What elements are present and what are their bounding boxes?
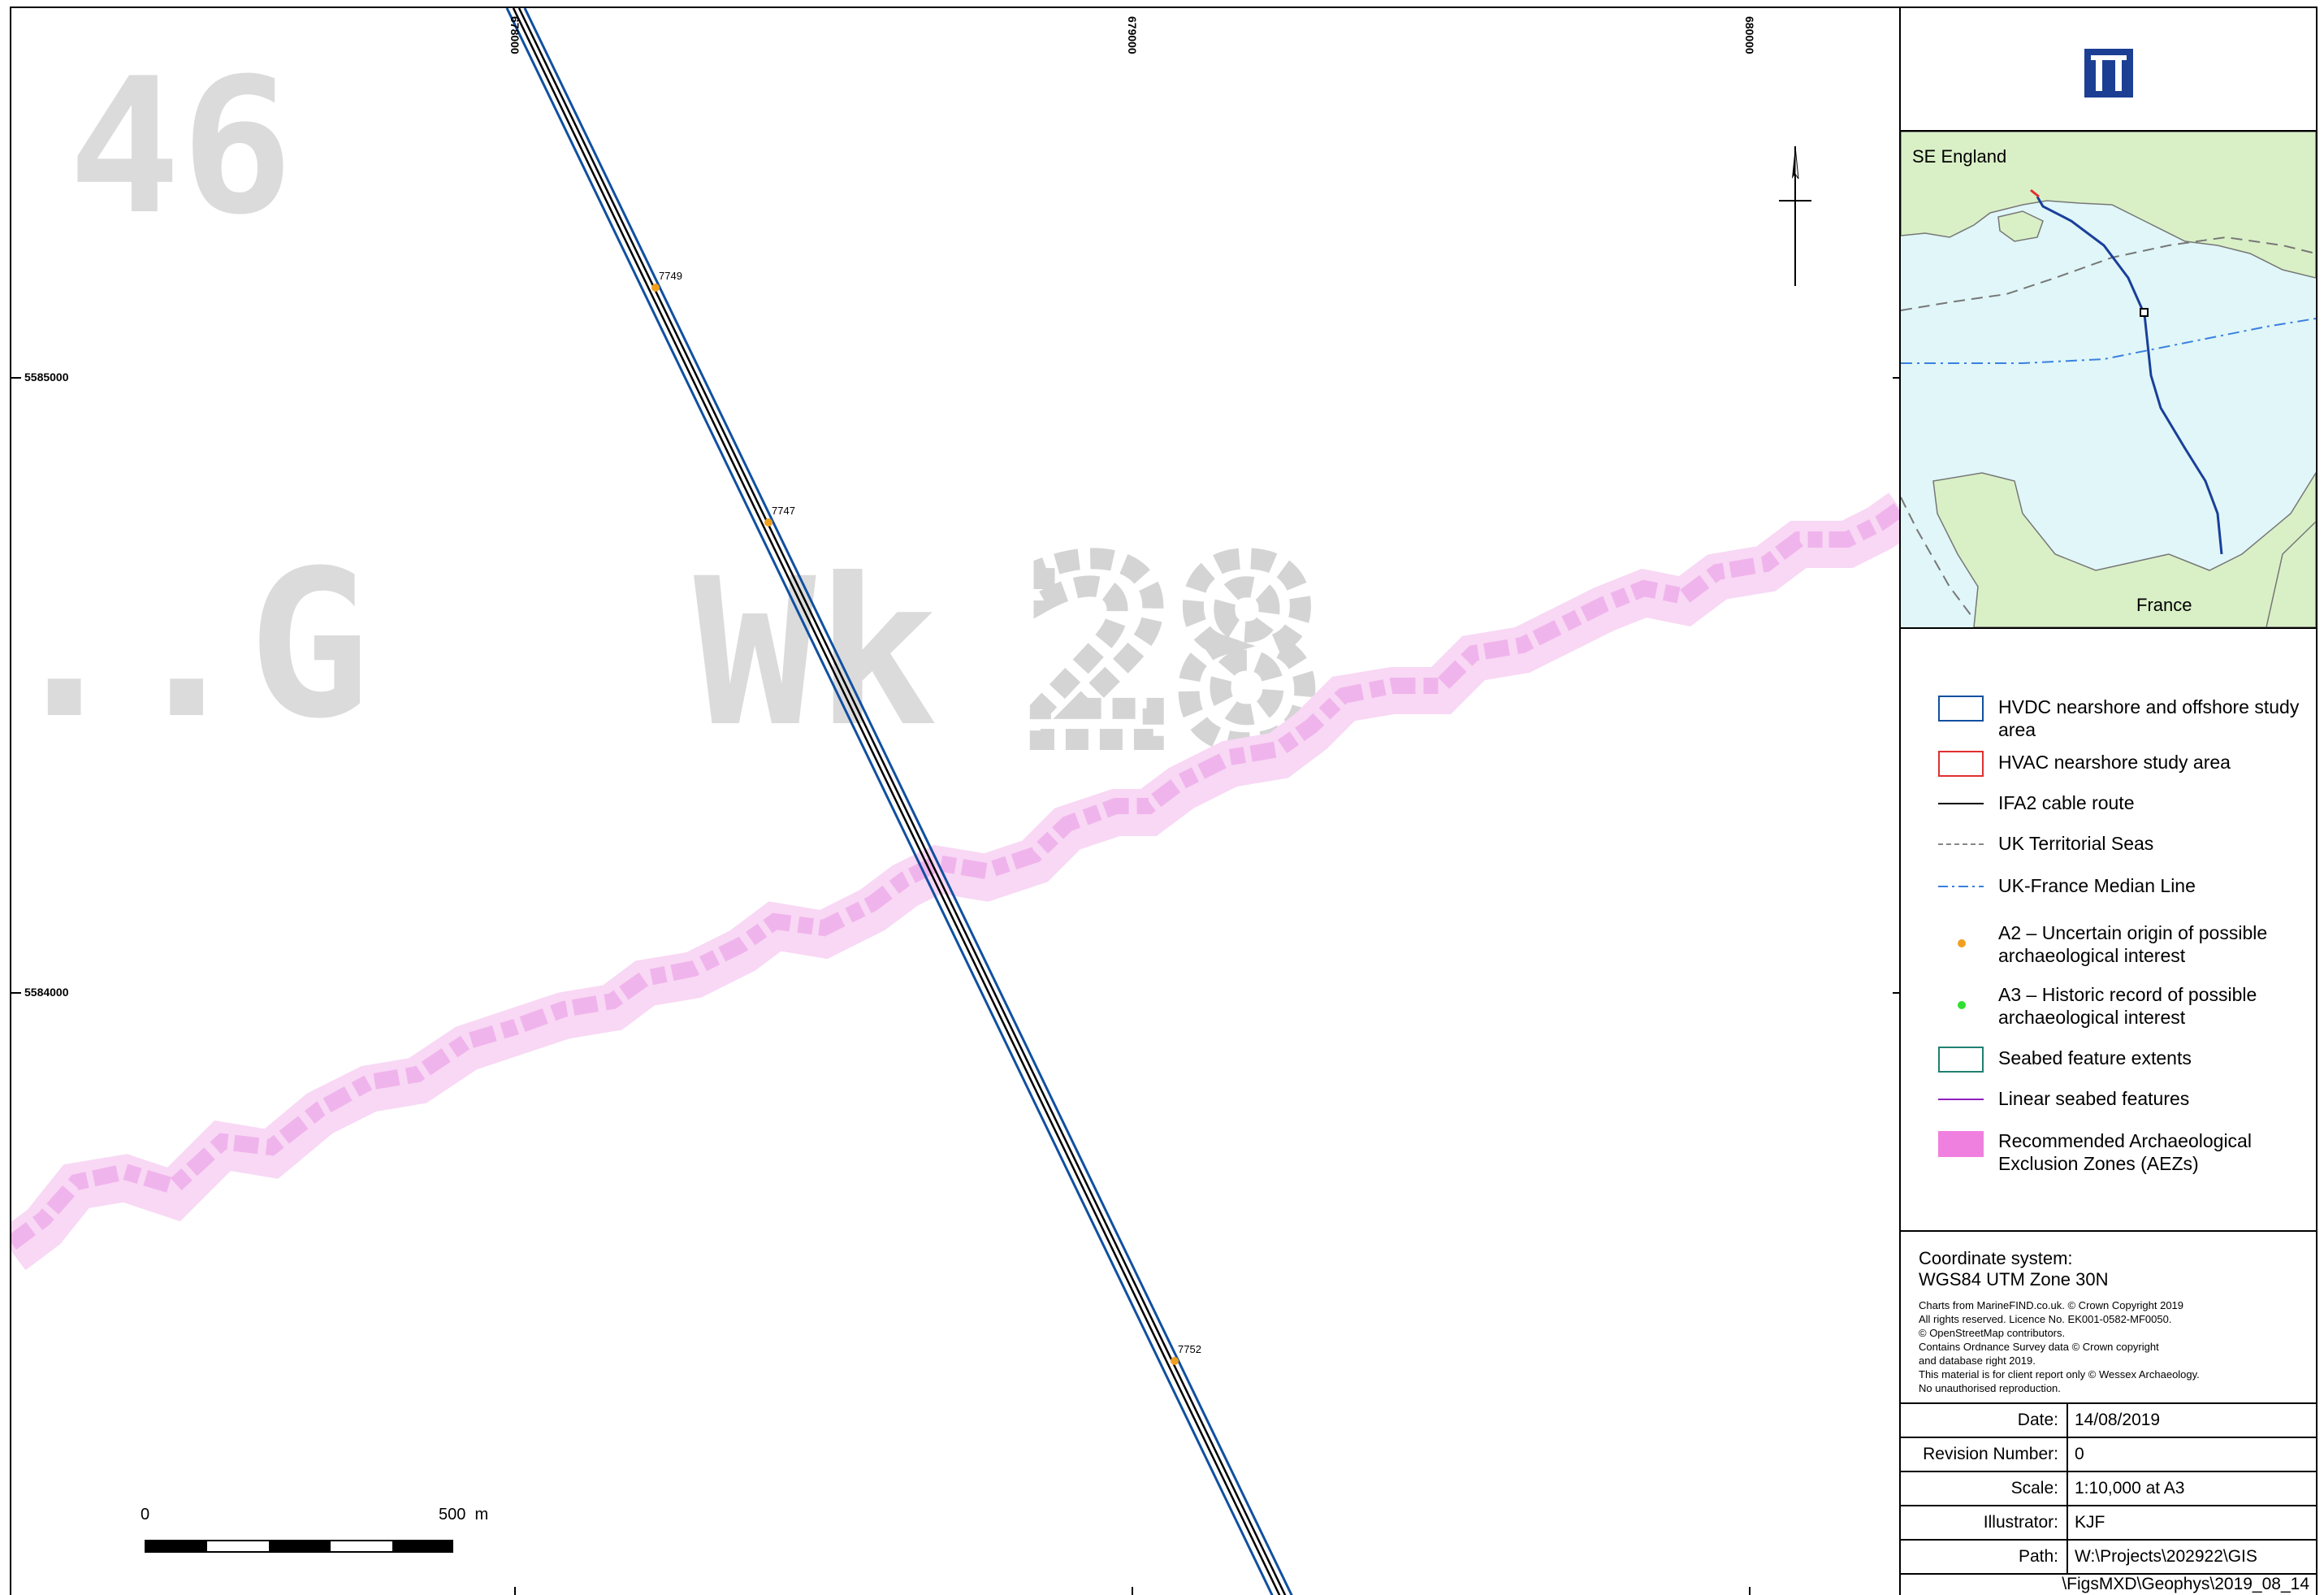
- a2-points: 7749 7747 7752: [651, 270, 1201, 1365]
- info-row-scale: Scale: 1:10,000 at A3: [1901, 1472, 2316, 1506]
- point-7752-label: 7752: [1178, 1343, 1201, 1355]
- coordinate-system-section: Coordinate system: WGS84 UTM Zone 30N Ch…: [1901, 1232, 2316, 1404]
- inset-territorial-seas-france: [1900, 496, 1975, 620]
- info-key-illustrator: Illustrator:: [1901, 1506, 2068, 1539]
- point-7752-marker: [1171, 1357, 1179, 1365]
- legend-label-territorial-seas: UK Territorial Seas: [1998, 833, 2154, 854]
- legend-label-hvac: HVAC nearshore study area: [1998, 752, 2231, 773]
- legend-symbol-linear-seabed: [1938, 1087, 1984, 1113]
- legend-item-territorial-seas: UK Territorial Seas: [1938, 832, 2307, 858]
- scale-bar-start-label: 0: [141, 1506, 150, 1523]
- legend-item-median-line: UK-France Median Line: [1938, 874, 2307, 900]
- info-value-path: W:\Projects\202922\GIS: [2075, 1547, 2257, 1566]
- legend-symbol-a2: [1938, 921, 1984, 947]
- scale-bar: [145, 1540, 453, 1553]
- legend-item-hvdc: HVDC nearshore and offshore study area: [1938, 696, 2307, 741]
- legend-item-ifa2: IFA2 cable route: [1938, 791, 2307, 817]
- inset-land-france-west: [1932, 470, 2317, 628]
- inset-cable-route: [2036, 196, 2223, 555]
- inset-map-canvas[interactable]: SE England France: [1900, 131, 2317, 628]
- legend-label-linear-seabed: Linear seabed features: [1998, 1088, 2190, 1109]
- legend-label-median-line: UK-France Median Line: [1998, 875, 2196, 896]
- legend-symbol-median-line: [1938, 874, 1984, 900]
- legend-symbol-aez: [1938, 1129, 1984, 1157]
- info-value-date: 14/08/2019: [2075, 1411, 2161, 1429]
- scale-bar-end-label: 500 m: [439, 1506, 489, 1523]
- info-key-scale: Scale:: [1901, 1472, 2068, 1505]
- info-row-date: Date: 14/08/2019: [1901, 1404, 2316, 1438]
- legend-symbol-hvac: [1938, 751, 1984, 777]
- chart-label-wk: Wk: [694, 535, 938, 771]
- legend-symbol-seabed-extents: [1938, 1047, 1984, 1073]
- chart-background-text: 46 ..G Wk 28: [11, 39, 1331, 808]
- point-7747-marker: [764, 518, 773, 527]
- info-row-revision: Revision Number: 0: [1901, 1438, 2316, 1472]
- inset-label-se-england: SE England: [1912, 146, 2006, 167]
- wessex-archaeology-logo-icon: [2084, 49, 2133, 98]
- study-area-and-route: [505, 8, 1293, 1595]
- legend-symbol-ifa2: [1938, 791, 1984, 817]
- inset-figure-extent-marker: [2140, 308, 2149, 317]
- legend-label-seabed-extents: Seabed feature extents: [1998, 1047, 2192, 1068]
- inset-hvac-route: [2030, 189, 2040, 198]
- legend-item-linear-seabed: Linear seabed features: [1938, 1087, 2307, 1113]
- legend-item-a3: A3 – Historic record of possible archaeo…: [1938, 983, 2307, 1029]
- coordinate-system-heading: Coordinate system:: [1919, 1248, 2073, 1268]
- grid-ticks: [11, 377, 1899, 1595]
- copyright-credits: Charts from MarineFIND.co.uk. © Crown Co…: [1919, 1299, 2200, 1394]
- legend-label-ifa2: IFA2 cable route: [1998, 792, 2135, 813]
- info-value-revision: 0: [2075, 1445, 2084, 1463]
- map-key-panel: SE England France HVDC nearshore and off…: [1899, 7, 2318, 1595]
- info-value-illustrator: KJF: [2075, 1513, 2105, 1532]
- inset-land-isle-of-wight: [1997, 210, 2044, 242]
- northing-label-5585000: 5585000: [24, 371, 69, 384]
- info-row-illustrator: Illustrator: KJF: [1901, 1506, 2316, 1541]
- info-path-continuation: \FigsMXD\Geophys\2019_08_14: [2062, 1575, 2309, 1593]
- map-frame[interactable]: 46 ..G Wk 28 7749 7747 7752: [10, 7, 1901, 1595]
- info-key-path: Path:: [1901, 1541, 2068, 1573]
- inset-land-england: [1900, 131, 2317, 279]
- chart-depth-46: 46: [68, 39, 293, 256]
- easting-label-680000: 680000: [1743, 16, 1756, 54]
- hvdc-study-area-edge-left: [505, 8, 1274, 1595]
- legend-label-a2: A2 – Uncertain origin of possible archae…: [1998, 922, 2268, 966]
- legend-item-a2: A2 – Uncertain origin of possible archae…: [1938, 921, 2307, 967]
- info-key-revision: Revision Number:: [1901, 1438, 2068, 1471]
- north-arrow-icon: [1779, 145, 1811, 286]
- legend-label-aez: Recommended Archaeological Exclusion Zon…: [1998, 1130, 2252, 1174]
- info-row-path: Path: W:\Projects\202922\GIS: [1901, 1541, 2316, 1575]
- ifa2-cable-route-b: [517, 8, 1287, 1595]
- legend-label-a3: A3 – Historic record of possible archaeo…: [1998, 984, 2257, 1028]
- inset-median-line: [1901, 318, 2317, 364]
- coordinate-system-title: Coordinate system: WGS84 UTM Zone 30N: [1919, 1248, 2109, 1290]
- chart-label-g: ..G: [11, 527, 370, 763]
- info-value-scale: 1:10,000 at A3: [2075, 1479, 2185, 1497]
- easting-label-679000: 679000: [1126, 16, 1139, 54]
- legend-label-hvdc: HVDC nearshore and offshore study area: [1998, 696, 2300, 740]
- location-inset-map[interactable]: SE England France: [1900, 131, 2317, 629]
- legend-item-aez: Recommended Archaeological Exclusion Zon…: [1938, 1129, 2307, 1175]
- northing-label-5584000: 5584000: [24, 986, 69, 999]
- legend: HVDC nearshore and offshore study area H…: [1901, 629, 2316, 1232]
- info-key-date: Date:: [1901, 1404, 2068, 1437]
- legend-item-hvac: HVAC nearshore study area: [1938, 751, 2307, 777]
- legend-symbol-hvdc: [1938, 696, 1984, 722]
- aez-band: [11, 492, 1899, 1271]
- legend-symbol-territorial-seas: [1938, 832, 1984, 858]
- ifa2-cable-route-a: [512, 8, 1281, 1595]
- logo-section: [1901, 8, 2316, 132]
- point-7749-label: 7749: [659, 270, 682, 282]
- point-7747-label: 7747: [772, 505, 795, 517]
- map-canvas[interactable]: 46 ..G Wk 28 7749 7747 7752: [11, 8, 1901, 1595]
- inset-label-france: France: [2136, 595, 2192, 615]
- legend-item-seabed-extents: Seabed feature extents: [1938, 1047, 2307, 1073]
- easting-label-678000: 678000: [509, 16, 521, 54]
- point-7749-marker: [651, 284, 660, 292]
- hvdc-study-area-edge-right: [523, 8, 1293, 1595]
- coordinate-system-value: WGS84 UTM Zone 30N: [1919, 1269, 2109, 1289]
- legend-symbol-a3: [1938, 983, 1984, 1009]
